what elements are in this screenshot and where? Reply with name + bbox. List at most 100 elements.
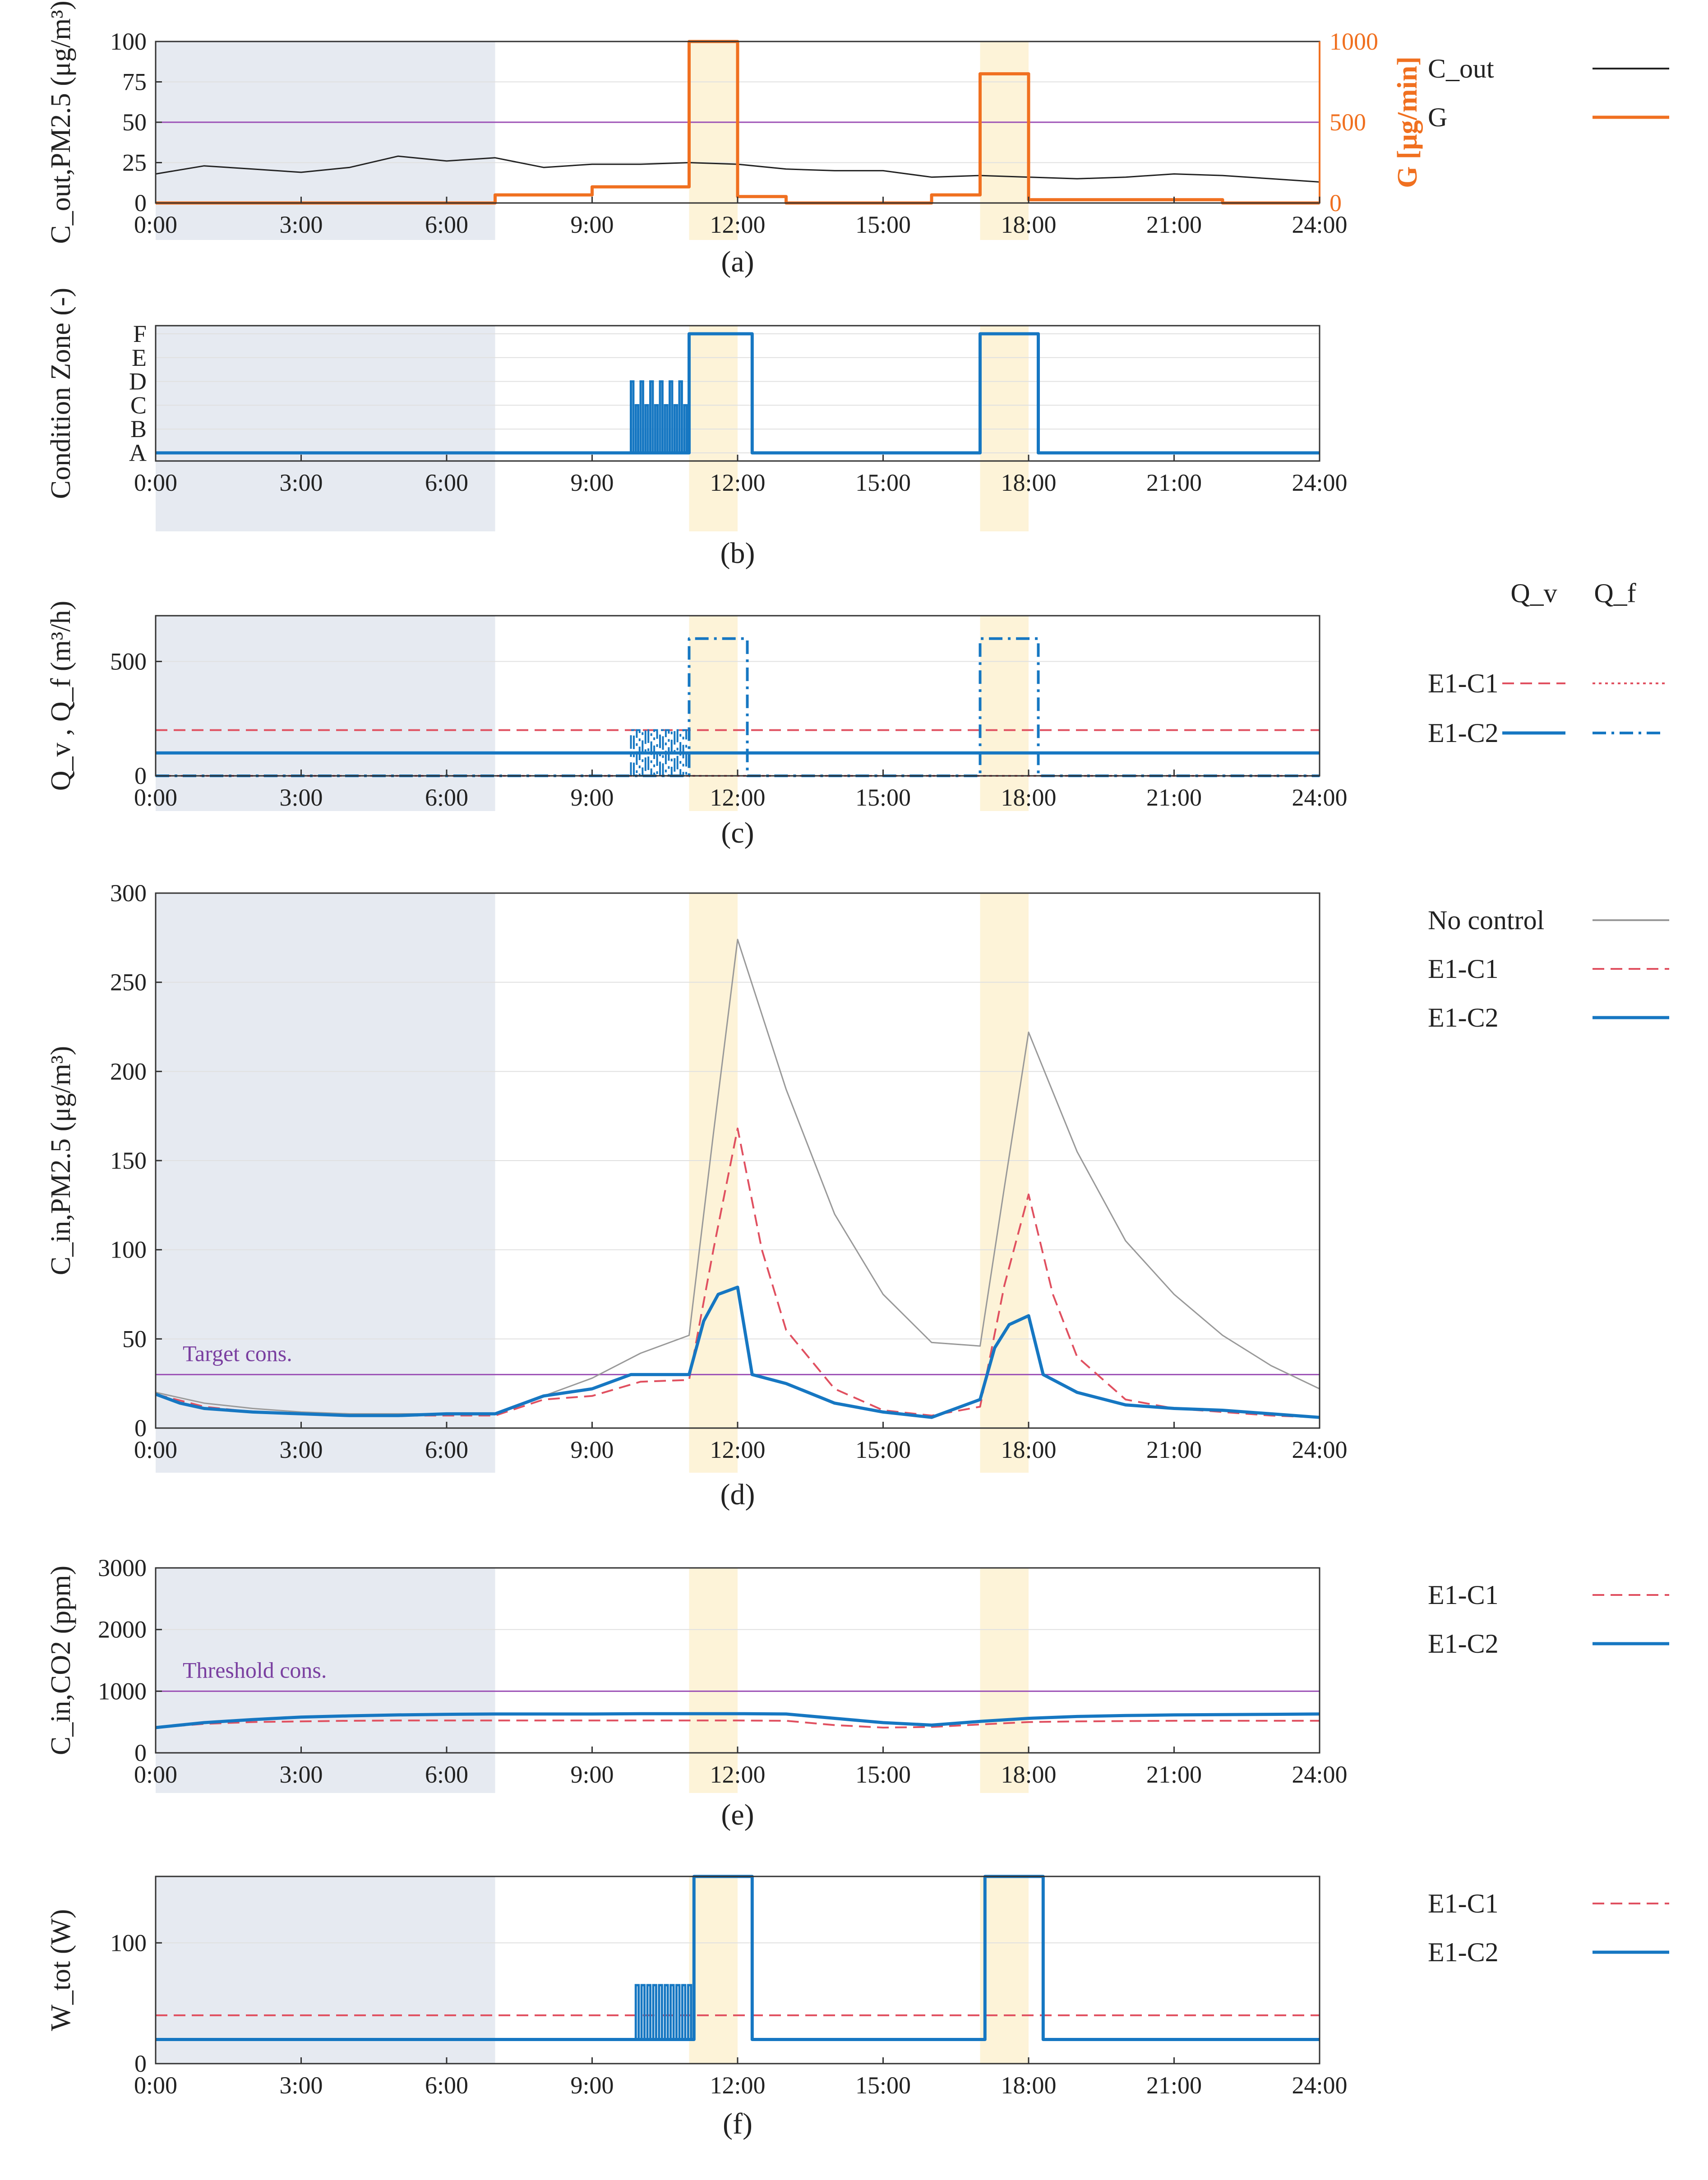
x-tick-label: 3:00	[279, 784, 323, 811]
event-shade	[689, 41, 738, 240]
x-tick-label: 21:00	[1146, 1761, 1202, 1788]
y-right-axis-label: G [μg/min]	[1392, 56, 1423, 188]
x-tick-label: 21:00	[1146, 211, 1202, 238]
x-tick-label: 6:00	[425, 784, 468, 811]
x-tick-label: 15:00	[855, 1436, 911, 1463]
series-oscillation	[630, 380, 688, 454]
y-tick-label: 0	[134, 1415, 147, 1442]
panel-caption: (a)	[721, 245, 754, 278]
y-tick-label: 150	[110, 1147, 147, 1174]
x-tick-label: 0:00	[134, 2072, 177, 2099]
y-tick-label: 2000	[98, 1616, 147, 1643]
y-axis-label: Condition Zone (-)	[46, 288, 76, 499]
x-tick-label: 0:00	[134, 1761, 177, 1788]
threshold-label: Target cons.	[183, 1341, 292, 1366]
panel-a: 0:00 3:00 6:00 9:00 12:00 15:00 18:00 21:00 24:0…	[46, 0, 1669, 278]
y-tick-label: 500	[110, 648, 147, 675]
event-shade	[689, 616, 738, 811]
y-tick-label: 0	[134, 2050, 147, 2077]
x-tick-label: 21:00	[1146, 784, 1202, 811]
x-tick-label: 3:00	[279, 1761, 323, 1788]
y-right-tick-label: 0	[1329, 189, 1342, 217]
event-shade	[689, 1568, 738, 1793]
legend-header-qf: Q_f	[1594, 578, 1636, 608]
y-tick-label: E	[132, 344, 147, 371]
series-line-e1-c2	[155, 1712, 1320, 1729]
panel-caption: (b)	[720, 537, 755, 570]
y-tick-label: 50	[122, 1325, 147, 1352]
panel-caption: (f)	[723, 2107, 752, 2140]
x-tick-label: 12:00	[710, 211, 765, 238]
y-tick-label: 3000	[98, 1554, 147, 1581]
x-tick-label: 6:00	[425, 2072, 468, 2099]
panel-d: Target cons. 0:00 3:00 6:00 9:00 12:00 15:00 18…	[46, 880, 1669, 1511]
legend-label: No control	[1428, 905, 1544, 935]
x-tick-label: 0:00	[134, 1436, 177, 1463]
event-shade	[980, 893, 1029, 1473]
series-line-e1-c2	[156, 1875, 1320, 2041]
x-tick-label: 24:00	[1292, 2072, 1347, 2099]
y-right-tick-label: 500	[1329, 109, 1366, 136]
x-tick-label: 3:00	[279, 1436, 323, 1463]
y-tick-label: 0	[134, 762, 147, 789]
x-tick-label: 3:00	[279, 2072, 323, 2099]
panel-f: 0:00 3:00 6:00 9:00 12:00 15:00 18:00 21:00 24:0…	[46, 1875, 1669, 2140]
x-tick-label: 21:00	[1146, 469, 1202, 496]
x-tick-label: 24:00	[1292, 1761, 1347, 1788]
y-tick-label: 300	[110, 880, 147, 907]
x-tick-label: 0:00	[134, 784, 177, 811]
night-shade	[156, 326, 495, 531]
legend-label: E1-C2	[1428, 1629, 1499, 1659]
x-tick-label: 12:00	[710, 1436, 765, 1463]
x-tick-label: 12:00	[710, 1761, 765, 1788]
event-shade	[980, 1876, 1029, 2064]
y-tick-label: 0	[134, 189, 147, 217]
y-axis-label: Q_v , Q_f (m³/h)	[46, 601, 76, 791]
y-tick-label: A	[129, 439, 147, 466]
legend-label: E1-C1	[1428, 1889, 1499, 1918]
x-tick-label: 6:00	[425, 1761, 468, 1788]
y-tick-label: B	[130, 415, 147, 442]
y-tick-label: 50	[122, 109, 147, 136]
panel-e: Threshold cons. 0:00 3:00 6:00 9:00 12:00 15:0…	[46, 1554, 1669, 1831]
x-tick-label: 21:00	[1146, 1436, 1202, 1463]
x-tick-label: 12:00	[710, 2072, 765, 2099]
event-shade	[689, 893, 738, 1473]
x-tick-label: 0:00	[134, 469, 177, 496]
y-tick-label: F	[133, 320, 147, 347]
series-line-e1-c1	[155, 1719, 1320, 1728]
legend-label: G	[1428, 102, 1447, 132]
series-line-g	[156, 40, 1320, 205]
night-shade	[156, 41, 495, 240]
x-tick-label: 15:00	[855, 211, 911, 238]
event-shade	[980, 1568, 1029, 1793]
legend-header-qv: Q_v	[1510, 578, 1557, 608]
y-right-tick-label: 1000	[1329, 28, 1378, 55]
x-tick-label: 15:00	[855, 2072, 911, 2099]
x-tick-label: 24:00	[1292, 469, 1347, 496]
x-tick-label: 3:00	[279, 211, 323, 238]
x-tick-label: 18:00	[1001, 2072, 1056, 2099]
y-tick-label: 0	[134, 1739, 147, 1766]
x-tick-label: 24:00	[1292, 784, 1347, 811]
x-tick-label: 9:00	[570, 211, 614, 238]
y-axis-label: C_in,PM2.5 (μg/m³)	[46, 1046, 76, 1275]
y-tick-label: D	[129, 368, 147, 395]
x-tick-label: 9:00	[570, 1761, 614, 1788]
x-tick-label: 6:00	[425, 469, 468, 496]
x-tick-label: 15:00	[855, 784, 911, 811]
series-oscillation	[630, 729, 688, 777]
y-tick-label: 200	[110, 1058, 147, 1085]
event-shade	[980, 616, 1029, 811]
series-line-no-control	[155, 939, 1320, 1415]
x-tick-label: 6:00	[425, 1436, 468, 1463]
x-tick-label: 3:00	[279, 469, 323, 496]
panel-c: 0:00 3:00 6:00 9:00 12:00 15:00 18:00 21:00 24:0…	[46, 578, 1665, 849]
event-shade	[980, 326, 1029, 531]
legend-label: C_out	[1428, 54, 1494, 83]
panel-b: 0:00 3:00 6:00 9:00 12:00 15:00 18:00 21:00 24:0…	[46, 288, 1348, 570]
night-shade	[156, 616, 495, 811]
panel-caption: (d)	[720, 1478, 755, 1511]
x-tick-label: 15:00	[855, 1761, 911, 1788]
